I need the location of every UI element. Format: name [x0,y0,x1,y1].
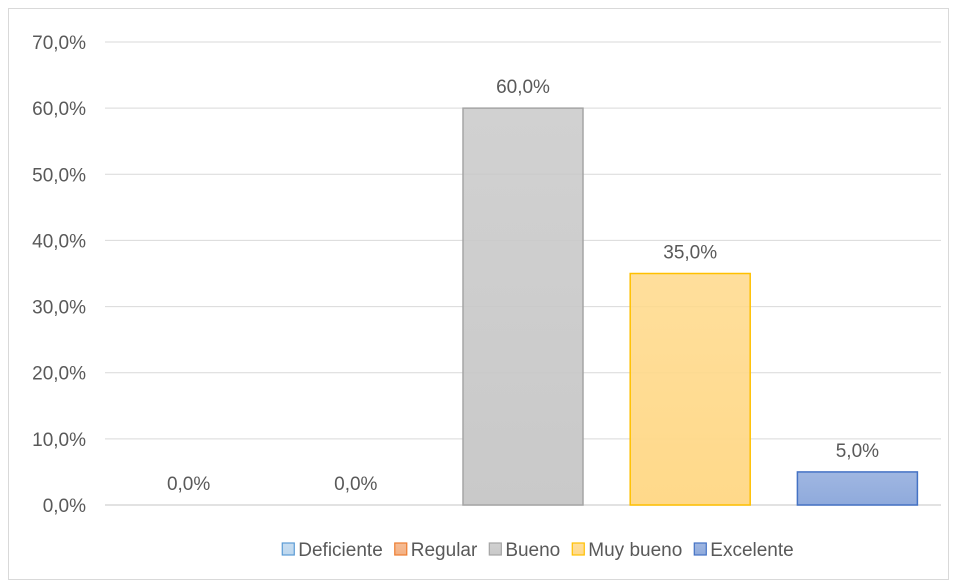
y-tick-label: 70,0% [32,33,86,54]
bars [462,107,919,506]
y-tick-label: 0,0% [43,496,86,517]
legend-swatch [571,542,585,556]
legend-item: Excelente [693,540,794,561]
legend-swatch [281,542,295,556]
legend-label: Excelente [710,540,793,561]
legend-swatch [488,542,502,556]
bar-muy-bueno [629,272,751,506]
legend-item: Deficiente [281,540,383,561]
data-label: 35,0% [663,243,717,264]
legend-label: Bueno [505,540,560,561]
y-tick-label: 40,0% [32,231,86,252]
legend: Deficiente Regular Bueno Muy bueno Excelente [281,540,794,561]
data-label: 0,0% [334,474,377,495]
y-tick-label: 60,0% [32,99,86,120]
legend-item: Regular [394,540,478,561]
legend-item: Bueno [488,540,560,561]
legend-swatch [693,542,707,556]
legend-label: Regular [411,540,478,561]
data-label: 60,0% [496,77,550,98]
legend-swatch [394,542,408,556]
y-tick-label: 50,0% [32,165,86,186]
bar-bueno [462,107,584,506]
legend-label: Muy bueno [588,540,682,561]
y-tick-label: 30,0% [32,298,86,319]
data-label: 5,0% [836,441,879,462]
data-label: 0,0% [167,474,210,495]
y-tick-label: 10,0% [32,430,86,451]
y-tick-label: 20,0% [32,364,86,385]
y-axis-ticks: 0,0% 10,0% 20,0% 30,0% 40,0% 50,0% 60,0% 70,0% [32,33,86,517]
data-labels: 0,0% 0,0% 60,0% 35,0% 5,0% [167,77,879,495]
legend-label: Deficiente [298,540,383,561]
bar-excelente [796,471,919,506]
legend-item: Muy bueno [571,540,682,561]
